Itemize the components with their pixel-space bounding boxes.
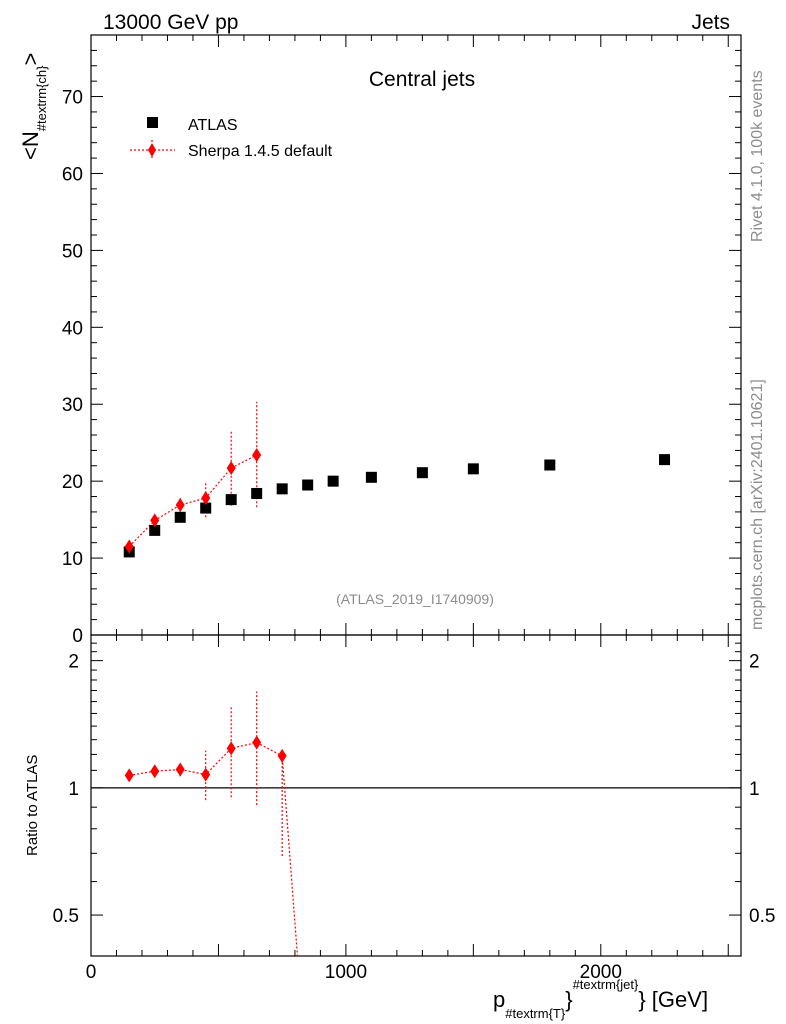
x-tick-label: 2000: [580, 962, 622, 983]
atlas-point: [251, 487, 263, 499]
atlas-point: [327, 475, 339, 487]
main-ytick-label: 10: [62, 549, 83, 570]
header-right: Jets: [691, 11, 730, 34]
atlas-point: [302, 479, 314, 491]
main-ticks: [90, 34, 741, 636]
ratio-ytick-label-right: 2: [749, 652, 760, 673]
main-panel: 0 10 20 30 40 50 60 70 Central jets (ATLAS_2019…: [18, 34, 742, 647]
atlas-point: [544, 459, 556, 471]
ratio-ytick-labels-right: 0.5 1 2: [749, 652, 775, 927]
ratio-point: [175, 762, 185, 777]
main-ylabel-main: <N: [18, 131, 43, 160]
x-tick-label: 0: [86, 962, 97, 983]
chart-title: Central jets: [369, 68, 475, 91]
sherpa-point: [252, 448, 262, 462]
ratio-ytick-labels: 0.5 1 2: [53, 652, 79, 927]
ratio-ytick-label: 1: [68, 779, 79, 800]
analysis-watermark: (ATLAS_2019_I1740909): [336, 591, 494, 607]
main-ytick-label: 30: [62, 395, 83, 416]
legend-sherpa-label: Sherpa 1.4.5 default: [188, 143, 333, 160]
main-ytick-label: 50: [62, 241, 83, 262]
x-tick-label: 1000: [325, 962, 367, 983]
main-ytick-label: 70: [62, 88, 83, 109]
main-ytick-label: 0: [72, 626, 83, 647]
ratio-point: [201, 767, 211, 782]
sherpa-series-line: [128, 454, 257, 547]
atlas-point: [416, 467, 428, 479]
main-ylabel: <N#textrm{ch}>: [18, 53, 49, 160]
ratio-point: [252, 735, 262, 750]
ratio-ylabel: Ratio to ATLAS: [24, 755, 41, 856]
atlas-point: [276, 483, 288, 495]
header-left: 13000 GeV pp: [103, 11, 238, 34]
main-ylabel-end: >: [18, 53, 43, 66]
main-ylabel-sub: #textrm{ch}: [34, 65, 49, 131]
x-axis-label: p#textrm{T}}#textrm{jet}} [GeV]: [493, 977, 708, 1021]
ratio-series-line: [129, 741, 299, 957]
legend-atlas-label: ATLAS: [188, 117, 238, 134]
sherpa-point: [150, 513, 160, 528]
sherpa-point: [226, 461, 236, 476]
sherpa-point: [124, 539, 134, 554]
ratio-point: [226, 741, 236, 756]
ratio-ticks: [90, 634, 741, 957]
ratio-point: [150, 764, 160, 779]
ratio-panel: 0.5 1 2 0.5 1 2 0 1000 2000 Ratio to ATLAS: [24, 634, 775, 983]
main-ytick-label: 40: [62, 318, 83, 339]
sherpa-point: [175, 498, 185, 512]
atlas-point: [225, 494, 237, 506]
ratio-ytick-label: 0.5: [53, 906, 79, 927]
x-label-sup: #textrm{jet}: [573, 977, 639, 992]
legend-atlas-marker: [147, 117, 158, 128]
atlas-point: [174, 511, 186, 523]
ratio-ytick-label-right: 0.5: [749, 906, 775, 927]
ratio-point: [124, 768, 134, 783]
ratio-data: [124, 691, 299, 957]
atlas-point: [659, 454, 671, 466]
main-ytick-label: 60: [62, 164, 83, 185]
atlas-point: [149, 524, 161, 536]
x-label-main: p: [493, 987, 505, 1012]
x-tick-labels: 0 1000 2000: [86, 962, 622, 983]
ratio-ytick-label: 2: [68, 652, 79, 673]
ratio-ytick-label-right: 1: [749, 779, 760, 800]
x-label-brace: }: [565, 987, 572, 1012]
x-label-unit: } [GeV]: [638, 987, 708, 1012]
main-data: [123, 401, 671, 558]
atlas-point: [365, 471, 377, 483]
mcplots-label: mcplots.cern.ch [arXiv:2401.10621]: [749, 379, 766, 630]
sherpa-point: [201, 491, 211, 506]
main-ytick-labels: 0 10 20 30 40 50 60 70: [62, 88, 83, 647]
legend-sherpa-marker: [148, 143, 156, 157]
atlas-point: [200, 502, 212, 514]
main-ytick-label: 20: [62, 472, 83, 493]
ratio-point: [277, 748, 287, 763]
atlas-point: [467, 463, 479, 475]
x-label-sub: #textrm{T}: [505, 1006, 566, 1021]
rivet-label: Rivet 4.1.0, 100k events: [749, 70, 766, 242]
legend: ATLAS Sherpa 1.4.5 default: [130, 117, 333, 160]
ratio-frame: [90, 634, 742, 957]
